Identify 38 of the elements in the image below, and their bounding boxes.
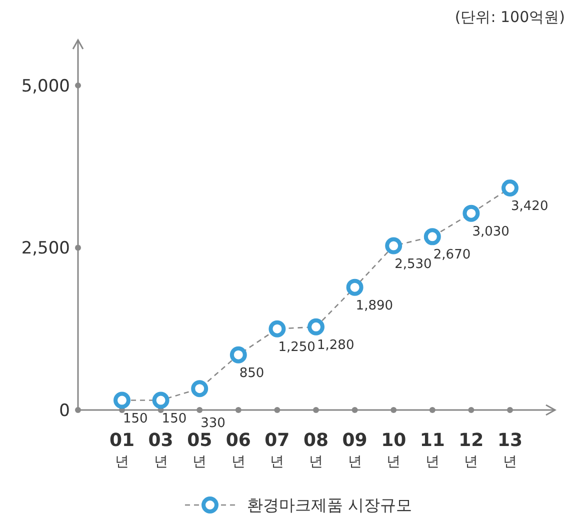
x-tick-label: 03 년 <box>148 430 174 470</box>
data-label: 1,250 <box>278 340 316 355</box>
point <box>268 320 286 338</box>
point <box>152 392 170 409</box>
y-tick-label: 5,000 <box>21 76 70 96</box>
data-label: 330 <box>200 416 226 431</box>
x-tick-label: 13 년 <box>497 430 523 470</box>
x-tick-label: 05 년 <box>187 430 212 470</box>
point <box>346 278 364 296</box>
data-label: 850 <box>239 366 264 381</box>
point <box>385 237 402 254</box>
data-label: 2,670 <box>433 248 471 263</box>
data-label: 150 <box>162 411 187 426</box>
point <box>424 228 441 246</box>
point <box>308 318 324 336</box>
x-tick-label: 01 년 <box>109 430 135 470</box>
x-tick-label: 11 년 <box>420 430 445 470</box>
data-label: 3,420 <box>511 199 548 214</box>
x-tick-label: 08 년 <box>303 430 329 470</box>
x-tick-label: 07 년 <box>264 430 290 470</box>
point <box>462 204 480 222</box>
data-label: 2,530 <box>394 256 432 272</box>
x-tick-label: 09 년 <box>342 430 368 470</box>
x-tick-label: 12 년 <box>458 430 484 470</box>
data-label: 1,280 <box>317 338 354 353</box>
point <box>230 346 247 364</box>
point <box>191 380 208 398</box>
x-tick-label: 06 년 <box>226 430 251 470</box>
chart-subtitle: (단위: 100억원) <box>454 8 565 26</box>
y-tick-label: 0 <box>59 400 70 421</box>
point <box>502 180 518 196</box>
data-label: 150 <box>123 411 148 426</box>
point <box>114 392 130 409</box>
legend-label: 환경마크제품 시장규모 <box>247 496 412 515</box>
data-label: 3,030 <box>472 224 510 240</box>
x-tick-label: 10 년 <box>381 430 406 470</box>
y-tick-label: 2,500 <box>21 238 70 259</box>
data-label: 1,890 <box>356 298 394 314</box>
